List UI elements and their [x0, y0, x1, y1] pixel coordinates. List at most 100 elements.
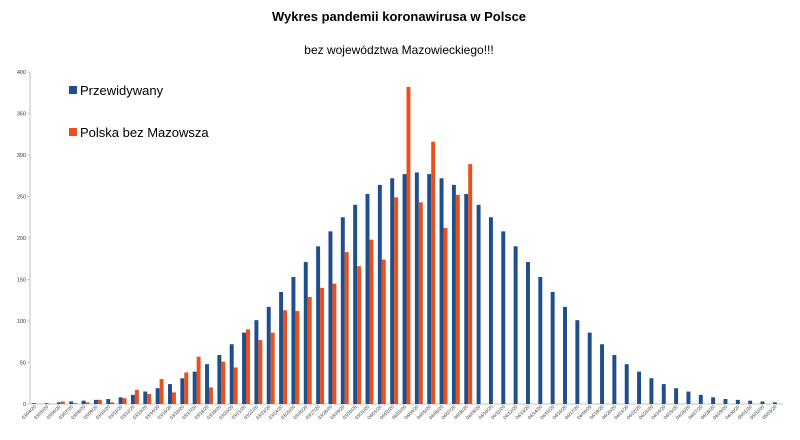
bar-przewidywany — [118, 397, 123, 404]
bar-przewidywany — [488, 217, 493, 404]
bar-przewidywany — [661, 384, 666, 404]
bar-przewidywany — [143, 391, 148, 404]
bar-przewidywany — [205, 364, 209, 404]
bar-polska-bez-mazowsza — [270, 332, 275, 404]
bar-polska-bez-mazowsza — [443, 228, 448, 404]
legend-label-polska-bez-mazowsza: Polska bez Mazowsza — [80, 125, 209, 140]
bar-polska-bez-mazowsza — [246, 329, 250, 404]
bar-przewidywany — [340, 217, 345, 404]
bar-przewidywany — [550, 291, 555, 404]
bars — [32, 86, 777, 404]
bar-polska-bez-mazowsza — [369, 239, 374, 404]
bar-przewidywany — [723, 399, 728, 404]
bar-polska-bez-mazowsza — [60, 401, 65, 404]
bar-polska-bez-mazowsza — [468, 164, 473, 404]
y-tick-label: 150 — [17, 278, 26, 284]
bar-przewidywany — [451, 184, 456, 404]
bar-polska-bez-mazowsza — [196, 356, 201, 404]
bar-przewidywany — [81, 400, 86, 404]
bar-polska-bez-mazowsza — [394, 197, 399, 404]
bar-przewidywany — [698, 394, 703, 404]
bar-polska-bez-mazowsza — [381, 259, 386, 404]
bar-przewidywany — [32, 403, 37, 404]
y-tick-labels: 0 50 100 150 200 250 300 350 400 — [17, 70, 30, 408]
bar-przewidywany — [106, 399, 111, 404]
bar-przewidywany — [180, 378, 185, 404]
chart-title: Wykres pandemii koronawirusa w Polsce — [272, 9, 526, 24]
y-tick-label: 200 — [17, 236, 26, 242]
bar-przewidywany — [365, 194, 370, 404]
bar-przewidywany — [217, 355, 222, 404]
bar-przewidywany — [464, 194, 469, 404]
y-tick-label: 350 — [17, 112, 26, 118]
bar-przewidywany — [414, 172, 419, 404]
bar-polska-bez-mazowsza — [147, 394, 152, 404]
bar-polska-bez-mazowsza — [208, 387, 213, 404]
bar-przewidywany — [772, 402, 777, 404]
bar-przewidywany — [377, 184, 382, 404]
y-tick-label: 50 — [20, 361, 26, 367]
bar-polska-bez-mazowsza — [320, 287, 325, 404]
bar-przewidywany — [513, 246, 518, 404]
bar-przewidywany — [587, 332, 592, 404]
legend-label-przewidywany: Przewidywany — [80, 83, 164, 98]
bar-przewidywany — [168, 384, 172, 404]
bar-przewidywany — [93, 399, 98, 404]
y-tick-label: 100 — [17, 319, 26, 325]
bar-przewidywany — [291, 277, 296, 404]
bar-przewidywany — [612, 355, 617, 404]
bar-przewidywany — [279, 291, 284, 404]
x-tick-labels: 03/04/2003/05/2003/06/2003/07/2003/08/20… — [21, 404, 778, 420]
bar-polska-bez-mazowsza — [357, 266, 362, 404]
bar-przewidywany — [735, 399, 740, 404]
bar-przewidywany — [390, 178, 395, 404]
bar-przewidywany — [439, 178, 444, 404]
bar-polska-bez-mazowsza — [221, 361, 226, 404]
bar-polska-bez-mazowsza — [233, 367, 238, 404]
bar-przewidywany — [242, 332, 247, 404]
bar-przewidywany — [303, 262, 308, 404]
bar-przewidywany — [525, 262, 530, 404]
bar-polska-bez-mazowsza — [122, 398, 127, 404]
bar-polska-bez-mazowsza — [332, 283, 337, 404]
bar-polska-bez-mazowsza — [134, 389, 139, 404]
bar-przewidywany — [600, 344, 605, 404]
bar-polska-bez-mazowsza — [73, 403, 78, 404]
bar-przewidywany — [686, 391, 691, 404]
bar-przewidywany — [575, 320, 580, 404]
bar-polska-bez-mazowsza — [97, 399, 102, 404]
bar-przewidywany — [44, 403, 49, 404]
bar-przewidywany — [266, 306, 271, 404]
bar-przewidywany — [760, 401, 765, 404]
legend: Przewidywany Polska bez Mazowsza — [69, 83, 209, 140]
legend-swatch-przewidywany — [69, 86, 77, 94]
bar-polska-bez-mazowsza — [406, 86, 411, 404]
bar-przewidywany — [69, 401, 74, 404]
bar-przewidywany — [56, 402, 61, 404]
bar-przewidywany — [637, 371, 642, 404]
bar-przewidywany — [254, 320, 259, 404]
bar-przewidywany — [402, 174, 407, 404]
bar-polska-bez-mazowsza — [344, 252, 349, 404]
bar-polska-bez-mazowsza — [258, 340, 263, 404]
bar-polska-bez-mazowsza — [171, 392, 176, 404]
x-tick-label: 05/03/20 — [761, 404, 777, 420]
bar-przewidywany — [427, 174, 432, 404]
bar-polska-bez-mazowsza — [307, 296, 312, 404]
y-tick-label: 400 — [17, 70, 26, 76]
bar-polska-bez-mazowsza — [418, 202, 423, 404]
bar-przewidywany — [649, 378, 654, 404]
bar-polska-bez-mazowsza — [159, 379, 164, 404]
bar-przewidywany — [192, 371, 197, 404]
bar-polska-bez-mazowsza — [110, 402, 115, 404]
bar-polska-bez-mazowsza — [85, 402, 90, 404]
bar-przewidywany — [563, 306, 567, 404]
bar-przewidywany — [328, 231, 333, 404]
bar-polska-bez-mazowsza — [431, 141, 436, 404]
bar-przewidywany — [501, 231, 506, 404]
bar-przewidywany — [353, 204, 358, 404]
y-tick-label: 0 — [23, 402, 26, 408]
bar-przewidywany — [155, 388, 160, 404]
bar-przewidywany — [674, 388, 679, 404]
